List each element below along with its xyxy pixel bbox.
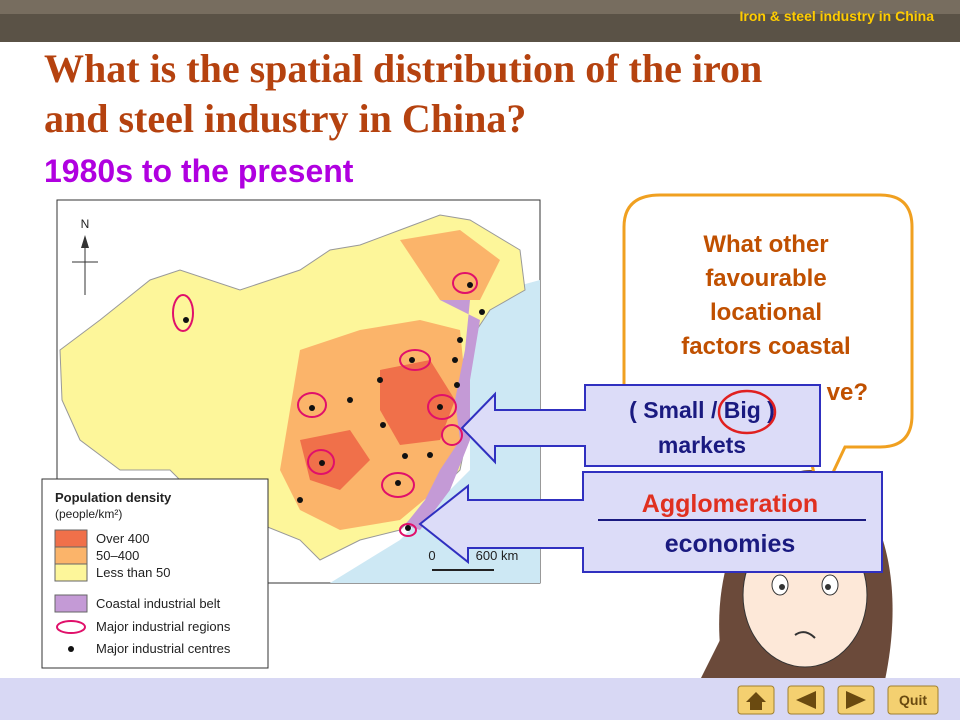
- next-button[interactable]: [837, 685, 875, 715]
- legend-swatch: [56, 620, 86, 634]
- density-high: [300, 430, 370, 490]
- legend-label: Over 400: [96, 531, 149, 546]
- industrial-centres: [183, 282, 485, 531]
- legend-swatch: [68, 646, 74, 652]
- quit-label[interactable]: Quit: [899, 692, 927, 708]
- header-tag: Iron & steel industry in China: [740, 8, 935, 24]
- title-line: and steel industry in China?: [44, 96, 526, 141]
- legend-title: Population density: [55, 490, 172, 505]
- legend-swatch: [54, 563, 88, 582]
- north-label: N: [81, 217, 90, 231]
- answer-box: [418, 471, 883, 573]
- answer-circle: [717, 389, 777, 435]
- bubble-text: What other: [703, 231, 828, 258]
- legend-swatch: [54, 546, 88, 565]
- north-arrow: [72, 235, 98, 295]
- density-mid: [400, 230, 500, 300]
- subtitle: 1980s to the present: [44, 153, 354, 189]
- bubble-text: locational: [710, 299, 822, 326]
- legend-swatch: [54, 594, 88, 613]
- legend-label: Major industrial centres: [96, 641, 231, 656]
- answer-text: markets: [658, 432, 746, 458]
- legend-label: Less than 50: [96, 565, 170, 580]
- legend-swatch: [54, 529, 88, 548]
- bubble-text: favourable: [705, 265, 826, 292]
- quit-button[interactable]: [887, 685, 939, 715]
- title-line: What is the spatial distribution of the …: [44, 46, 762, 91]
- legend-label: Major industrial regions: [96, 619, 231, 634]
- answer-text: ( Small / Big ): [629, 397, 775, 423]
- answer-box: [460, 384, 821, 467]
- home-button[interactable]: [737, 685, 775, 715]
- bubble-text: factors coastal: [681, 333, 850, 360]
- density-high: [380, 360, 455, 445]
- scale-label: 600 km: [476, 548, 519, 563]
- scale-label: 0: [428, 548, 435, 563]
- header-photo-light: [0, 0, 960, 14]
- legend-label: Coastal industrial belt: [96, 596, 221, 611]
- bubble-text: ve?: [827, 379, 868, 406]
- answer-text: Agglomeration: [642, 490, 818, 518]
- legend-label: 50–400: [96, 548, 139, 563]
- prev-button[interactable]: [787, 685, 825, 715]
- answer-text: economies: [665, 530, 796, 558]
- coastal-belt: [405, 300, 480, 530]
- industrial-regions: [172, 272, 478, 537]
- legend-unit: (people/km²): [55, 507, 122, 521]
